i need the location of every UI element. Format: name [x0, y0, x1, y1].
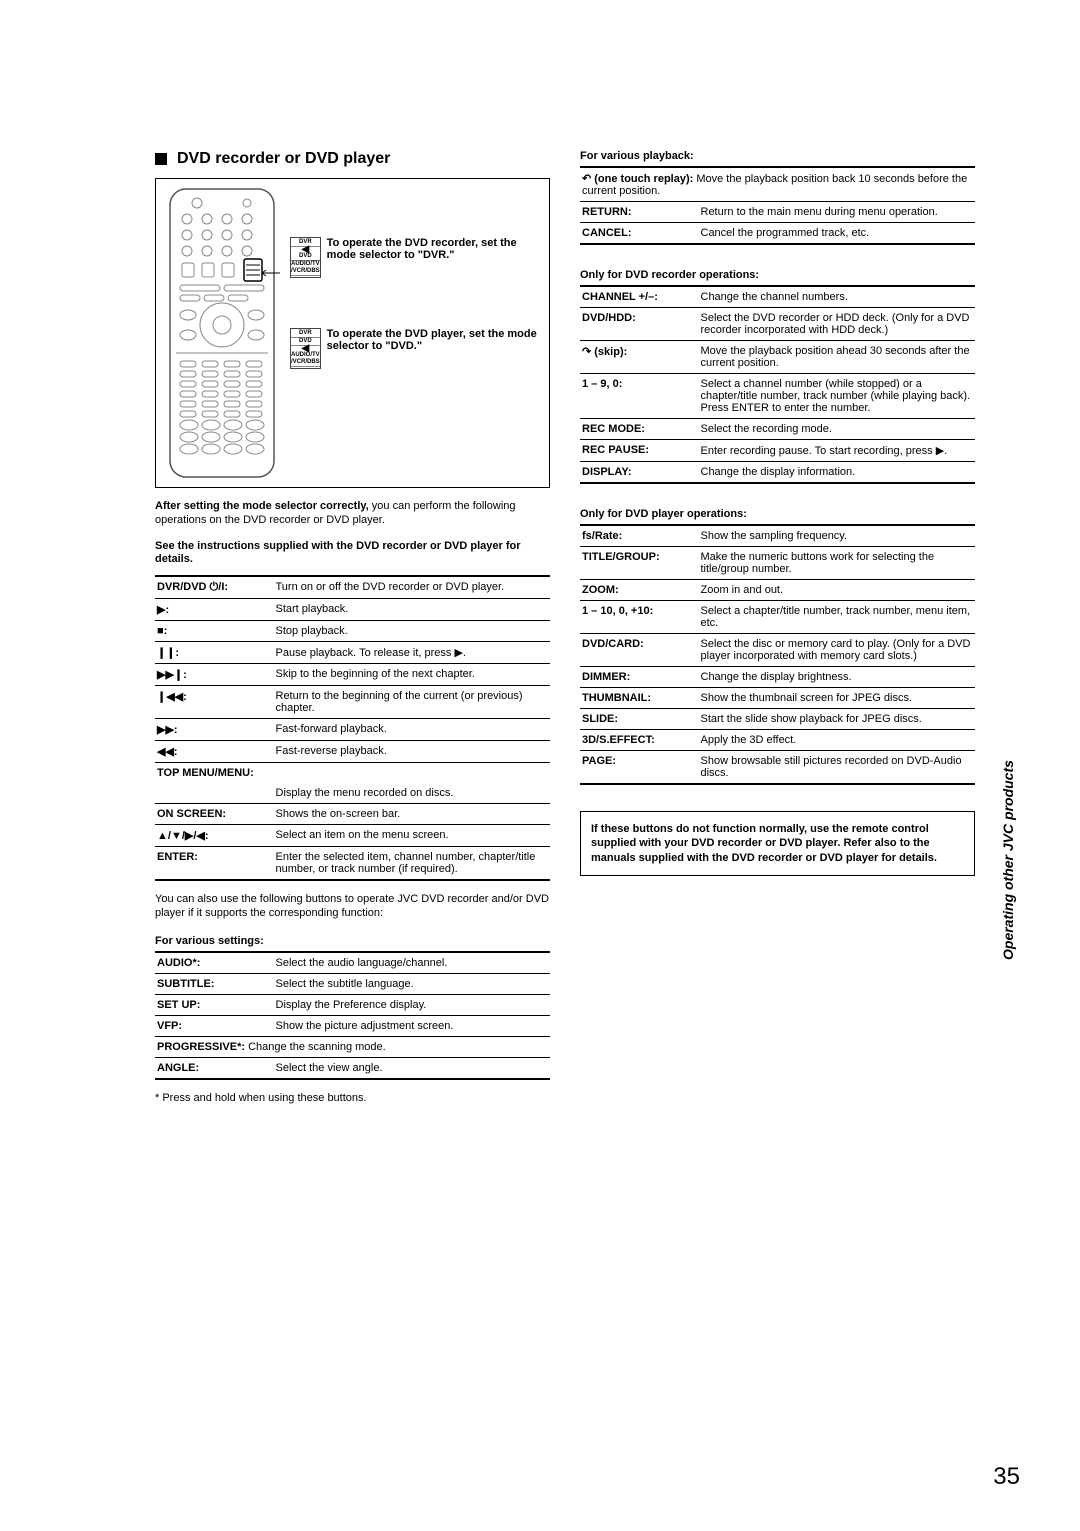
recorder-ops-table: CHANNEL +/–:Change the channel numbers.D…	[580, 285, 975, 484]
settings-footnote: * Press and hold when using these button…	[155, 1092, 550, 1104]
table-row: SET UP:Display the Preference display.	[155, 994, 550, 1015]
table-row: ON SCREEN:Shows the on-screen bar.	[155, 804, 550, 825]
mode-selector-dvd: DVRDVD◀AUDIO/TV /VCR/DBS	[290, 328, 321, 369]
page-number: 35	[993, 1463, 1020, 1491]
table-row: ◀◀:Fast-reverse playback.	[155, 741, 550, 763]
table-row: CHANNEL +/–:Change the channel numbers.	[580, 286, 975, 308]
recorder-title: Only for DVD recorder operations:	[580, 269, 975, 281]
table-row: CANCEL:Cancel the programmed track, etc.	[580, 223, 975, 245]
table-row: THUMBNAIL:Show the thumbnail screen for …	[580, 688, 975, 709]
table-row: ENTER:Enter the selected item, channel n…	[155, 847, 550, 881]
table-row: RETURN:Return to the main menu during me…	[580, 202, 975, 223]
table-row: ▶:Start playback.	[155, 599, 550, 621]
table-row: REC PAUSE:Enter recording pause. To star…	[580, 440, 975, 462]
table-row: ↷ (skip):Move the playback position ahea…	[580, 341, 975, 374]
table-row: DVR/DVD ⏻/I:Turn on or off the DVD recor…	[155, 576, 550, 599]
table-row: ANGLE:Select the view angle.	[155, 1057, 550, 1079]
extra-buttons-para: You can also use the following buttons t…	[155, 893, 550, 921]
various-settings-title: For various settings:	[155, 935, 550, 947]
settings-ops-table: AUDIO*:Select the audio language/channel…	[155, 951, 550, 1080]
table-row: SLIDE:Start the slide show playback for …	[580, 709, 975, 730]
table-row: DIMMER:Change the display brightness.	[580, 667, 975, 688]
table-row: ▲/▼/▶/◀:Select an item on the menu scree…	[155, 825, 550, 847]
table-row: ■:Stop playback.	[155, 621, 550, 642]
table-row: DISPLAY:Change the display information.	[580, 462, 975, 484]
table-row: REC MODE:Select the recording mode.	[580, 419, 975, 440]
table-row: fs/Rate:Show the sampling frequency.	[580, 525, 975, 547]
table-row: Display the menu recorded on discs.	[155, 783, 550, 804]
remote-illustration	[162, 185, 282, 481]
player-ops-table: fs/Rate:Show the sampling frequency.TITL…	[580, 524, 975, 785]
playback-title: For various playback:	[580, 150, 975, 162]
remote-instruction-2: To operate the DVD player, set the mode …	[327, 328, 543, 369]
table-row: ▶▶:Fast-forward playback.	[155, 719, 550, 741]
table-row: DVD/CARD:Select the disc or memory card …	[580, 634, 975, 667]
remote-instruction-1: To operate the DVD recorder, set the mod…	[327, 237, 543, 278]
table-row: ▶▶❙:Skip to the beginning of the next ch…	[155, 664, 550, 686]
table-row: DVD/HDD:Select the DVD recorder or HDD d…	[580, 308, 975, 341]
remote-diagram-box: DVR◀DVDAUDIO/TV /VCR/DBS To operate the …	[155, 178, 550, 488]
table-row: ZOOM:Zoom in and out.	[580, 580, 975, 601]
see-instructions-para: See the instructions supplied with the D…	[155, 540, 550, 568]
table-row: 1 – 10, 0, +10:Select a chapter/title nu…	[580, 601, 975, 634]
table-row: ❙◀◀:Return to the beginning of the curre…	[155, 686, 550, 719]
warning-note-box: If these buttons do not function normall…	[580, 811, 975, 876]
table-row: ❙❙:Pause playback. To release it, press …	[155, 642, 550, 664]
playback-ops-table: ↶ (one touch replay): Move the playback …	[580, 166, 975, 245]
after-setting-para: After setting the mode selector correctl…	[155, 500, 550, 528]
table-row: PAGE:Show browsable still pictures recor…	[580, 751, 975, 785]
side-tab-label: Operating other JVC products	[1000, 740, 1020, 980]
table-row: AUDIO*:Select the audio language/channel…	[155, 952, 550, 974]
table-row: ↶ (one touch replay): Move the playback …	[580, 167, 975, 202]
heading-text: DVD recorder or DVD player	[177, 150, 390, 168]
table-row: VFP:Show the picture adjustment screen.	[155, 1015, 550, 1036]
basic-ops-table: DVR/DVD ⏻/I:Turn on or off the DVD recor…	[155, 575, 550, 881]
table-row: TOP MENU/MENU:	[155, 763, 550, 784]
table-row: 3D/S.EFFECT:Apply the 3D effect.	[580, 730, 975, 751]
table-row: PROGRESSIVE*: Change the scanning mode.	[155, 1036, 550, 1057]
table-row: 1 – 9, 0:Select a channel number (while …	[580, 374, 975, 419]
player-title: Only for DVD player operations:	[580, 508, 975, 520]
section-heading: DVD recorder or DVD player	[155, 150, 550, 168]
mode-selector-dvr: DVR◀DVDAUDIO/TV /VCR/DBS	[290, 237, 321, 278]
table-row: TITLE/GROUP:Make the numeric buttons wor…	[580, 547, 975, 580]
table-row: SUBTITLE:Select the subtitle language.	[155, 973, 550, 994]
heading-marker	[155, 153, 167, 165]
